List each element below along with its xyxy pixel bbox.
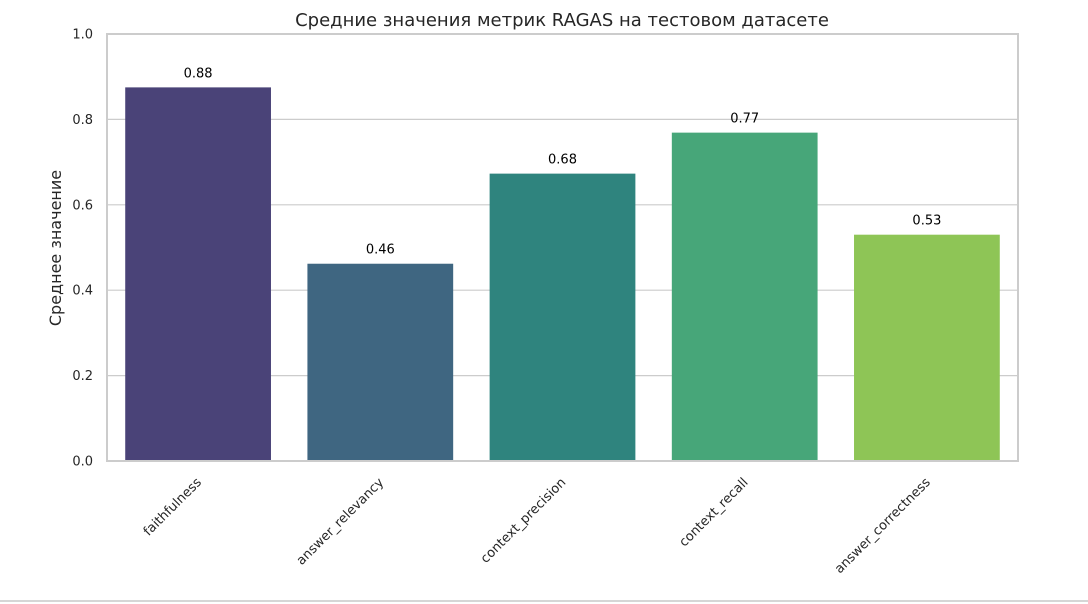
bar-answer-relevancy [307,263,454,461]
x-tick-label: context_recall [677,475,752,550]
bar-value-label: 0.53 [912,214,941,229]
bar-value-label: 0.88 [184,66,213,81]
bar-value-label: 0.77 [730,112,759,127]
bar-context-recall [671,132,818,461]
bar-context-precision [489,173,636,461]
plot-frame [106,33,1019,462]
bar-answer-correctness [854,234,1000,461]
y-tick-label: 0.2 [72,369,93,384]
bar-value-label: 0.68 [548,153,577,168]
x-tick-label: answer_relevancy [294,475,387,568]
x-tick-label: context_precision [478,475,569,566]
y-tick-label: 0.6 [72,198,93,213]
y-axis-ticks: 0.0 0.2 0.4 0.6 0.8 1.0 [72,28,93,470]
y-tick-label: 0.4 [72,284,93,299]
chart-title: Средние значения метрик RAGAS на тестово… [295,10,829,31]
x-tick-label: faithfulness [141,475,205,539]
x-axis-ticks: faithfulness answer_relevancy context_prec… [141,475,934,577]
bars: 0.88 0.46 0.68 0.77 0.53 [125,66,1000,461]
bottom-divider [0,600,1088,602]
y-axis-label: Среднее значение [46,170,65,326]
y-tick-label: 1.0 [72,28,93,43]
bar-faithfulness [125,87,271,461]
y-tick-label: 0.8 [72,113,93,128]
y-tick-label: 0.0 [72,455,93,470]
x-tick-label: answer_correctness [832,475,934,577]
bar-value-label: 0.46 [366,243,395,258]
